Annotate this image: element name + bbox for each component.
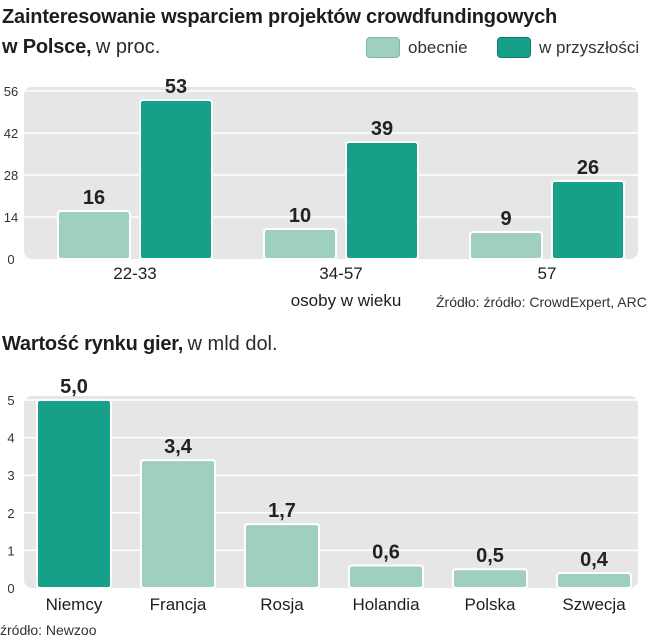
chart1-y-tick: 42	[4, 126, 18, 141]
chart1-x-axis-label: osoby w wieku	[291, 291, 402, 310]
chart1-bar	[139, 99, 213, 260]
chart2-value-label: 0,5	[476, 545, 504, 567]
legend-item-future: w przyszłości	[497, 37, 639, 58]
chart1-y-tick: 56	[4, 84, 18, 99]
legend-label-future: w przyszłości	[539, 37, 640, 57]
chart2-value-label: 0,4	[580, 549, 609, 571]
chart1-category-label: 34-57	[319, 264, 362, 283]
chart2-category-label: Polska	[464, 595, 516, 614]
chart1-value-label: 9	[500, 208, 511, 230]
chart1-value-label: 26	[577, 157, 599, 179]
chart1-title-line1: Zainteresowanie wsparciem projektów crow…	[2, 6, 558, 28]
chart2-title-bold: Wartość rynku gier,	[2, 333, 184, 355]
chart2-category-label: Rosja	[260, 595, 304, 614]
chart2-bar	[36, 399, 112, 589]
chart2-y-tick: 2	[7, 506, 14, 521]
chart1-y-tick: 14	[4, 210, 18, 225]
chart2-value-label: 3,4	[164, 436, 193, 458]
chart1-value-label: 10	[289, 205, 311, 227]
chart2-plot-area	[24, 396, 638, 588]
legend-label-current: obecnie	[408, 37, 468, 57]
chart2-bar	[244, 523, 320, 590]
chart2-y-tick: 0	[7, 581, 14, 596]
chart1-bar	[263, 228, 337, 260]
chart1-value-label: 16	[83, 187, 105, 209]
chart1-source: Źródło: źródło: CrowdExpert, ARC	[436, 294, 647, 310]
chart1-bar	[551, 180, 625, 260]
chart2-bar	[556, 571, 632, 590]
chart2-y-tick: 3	[7, 468, 14, 483]
chart1-title-unit: w proc.	[95, 36, 161, 58]
chart2-category-label: Francja	[150, 595, 207, 614]
chart2-category-label: Niemcy	[46, 595, 103, 614]
chart2-category-label: Szwecja	[562, 595, 626, 614]
chart1-title-bold: w Polsce,	[2, 36, 92, 58]
chart1-value-label: 39	[371, 118, 393, 140]
legend-swatch-future	[497, 37, 531, 58]
chart2-value-label: 1,7	[268, 500, 296, 522]
chart2-category-label: Holandia	[352, 595, 420, 614]
chart2-value-label: 5,0	[60, 376, 88, 398]
chart2-bar	[140, 459, 216, 589]
chart2-title: Wartość rynku gier, w mld dol.	[2, 333, 278, 356]
chart2-bar	[348, 564, 424, 590]
chart2-y-tick: 1	[7, 543, 14, 558]
chart1-category-label: 57	[538, 264, 557, 283]
chart2-y-tick: 5	[7, 393, 14, 408]
chart1-category-label: 22-33	[113, 264, 156, 283]
chart2-y-tick: 4	[7, 431, 14, 446]
chart1-y-tick: 0	[7, 252, 14, 267]
chart2-bar	[452, 568, 528, 590]
legend-swatch-current	[366, 37, 400, 58]
chart2-source: źródło: Newzoo	[0, 622, 97, 638]
chart1-y-tick: 28	[4, 168, 18, 183]
chart2-value-label: 0,6	[372, 541, 400, 563]
chart1-value-label: 53	[165, 76, 187, 98]
legend-item-current: obecnie	[366, 37, 468, 58]
chart2-title-unit: w mld dol.	[187, 333, 278, 355]
chart1-bar	[57, 210, 131, 260]
chart1-bar	[469, 231, 543, 260]
chart1-bar	[345, 141, 419, 260]
chart1-title-line2: w Polsce, w proc.	[2, 36, 160, 59]
